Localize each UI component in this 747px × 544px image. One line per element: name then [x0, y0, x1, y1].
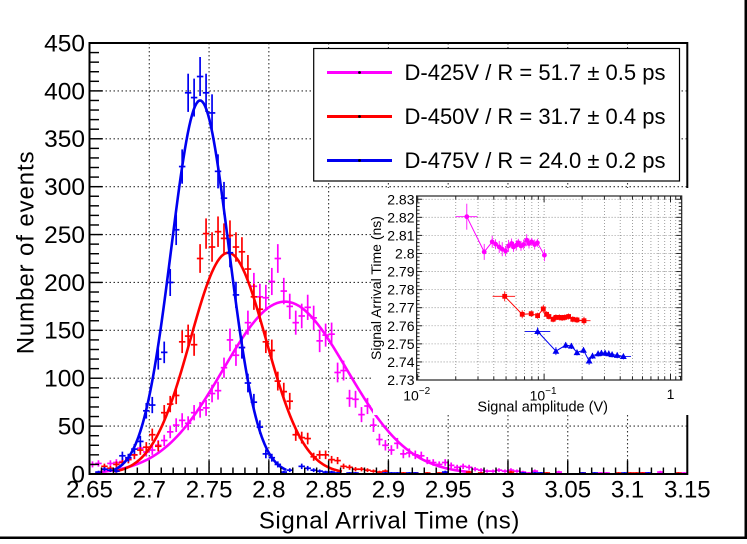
- svg-text:Number of events: Number of events: [13, 150, 40, 354]
- svg-text:3.1: 3.1: [611, 477, 644, 504]
- svg-text:2.83: 2.83: [387, 191, 414, 207]
- svg-text:Signal amplitude (V): Signal amplitude (V): [477, 400, 608, 416]
- svg-text:2.77: 2.77: [387, 300, 414, 316]
- svg-text:400: 400: [44, 78, 85, 105]
- svg-text:D-475V / R = 24.0 ± 0.2 ps: D-475V / R = 24.0 ± 0.2 ps: [405, 148, 666, 173]
- svg-text:2.76: 2.76: [387, 318, 414, 334]
- svg-text:2.78: 2.78: [387, 282, 414, 298]
- svg-text:3.15: 3.15: [664, 477, 711, 504]
- svg-text:200: 200: [44, 270, 85, 297]
- svg-text:2.79: 2.79: [387, 264, 414, 280]
- svg-text:2.7: 2.7: [133, 477, 166, 504]
- svg-text:2.81: 2.81: [387, 227, 414, 243]
- svg-text:2.75: 2.75: [186, 477, 233, 504]
- svg-text:Signal Arrival Time (ns): Signal Arrival Time (ns): [368, 216, 384, 360]
- svg-text:450: 450: [44, 30, 85, 57]
- svg-text:2.95: 2.95: [425, 477, 472, 504]
- svg-text:2.85: 2.85: [305, 477, 352, 504]
- svg-text:2.9: 2.9: [372, 477, 405, 504]
- svg-text:2.8: 2.8: [252, 477, 285, 504]
- svg-text:3: 3: [501, 477, 514, 504]
- svg-text:150: 150: [44, 318, 85, 345]
- svg-text:Signal Arrival Time (ns): Signal Arrival Time (ns): [259, 507, 520, 534]
- svg-text:250: 250: [44, 222, 85, 249]
- svg-text:2.8: 2.8: [395, 246, 415, 262]
- svg-text:350: 350: [44, 126, 85, 153]
- svg-text:D-425V / R = 51.7 ± 0.5 ps: D-425V / R = 51.7 ± 0.5 ps: [405, 60, 666, 85]
- svg-text:300: 300: [44, 174, 85, 201]
- svg-text:100: 100: [44, 366, 85, 393]
- svg-text:3.05: 3.05: [544, 477, 591, 504]
- svg-text:2.74: 2.74: [387, 354, 414, 370]
- svg-text:2.73: 2.73: [387, 372, 414, 388]
- svg-text:2.82: 2.82: [387, 209, 414, 225]
- svg-text:2.65: 2.65: [66, 477, 113, 504]
- svg-text:D-450V / R = 31.7 ± 0.4 ps: D-450V / R = 31.7 ± 0.4 ps: [405, 104, 666, 129]
- svg-text:1: 1: [667, 386, 675, 402]
- svg-text:50: 50: [58, 414, 85, 441]
- svg-text:2.75: 2.75: [387, 336, 414, 352]
